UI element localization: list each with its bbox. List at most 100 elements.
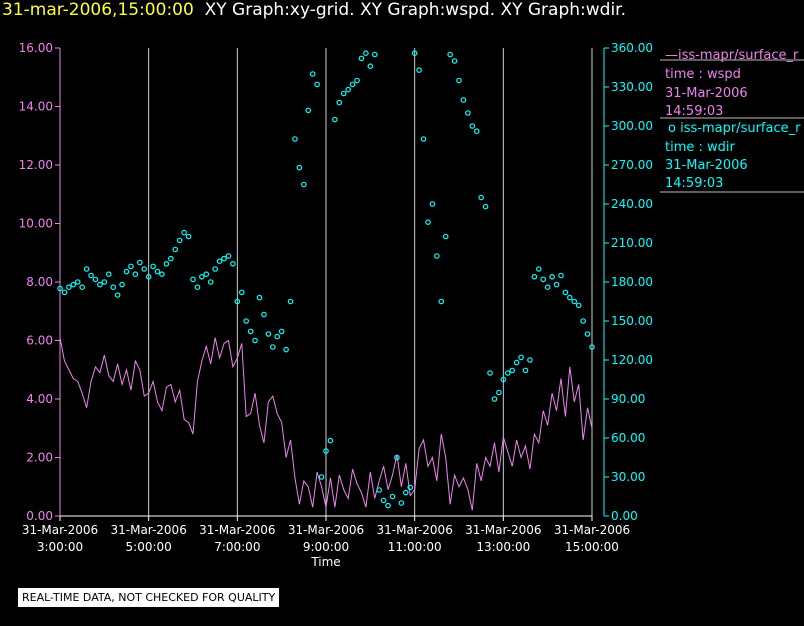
right-tick-label: 90.00 — [611, 392, 645, 406]
legend-wdir-marker: o — [668, 121, 676, 136]
wdir-point — [247, 328, 254, 335]
wdir-point — [527, 357, 533, 363]
wdir-point — [269, 344, 276, 350]
wdir-point — [363, 50, 369, 57]
wdir-point — [465, 110, 471, 116]
title-graph-names: XY Graph:xy-grid. XY Graph:wspd. XY Grap… — [204, 0, 627, 20]
wdir-point — [580, 318, 586, 324]
left-tick-label: 14.00 — [19, 100, 53, 114]
wdir-point — [154, 268, 161, 275]
x-tick-label-date: 31-Mar-2006 — [110, 523, 186, 537]
wdir-point — [168, 255, 174, 262]
wdir-point — [496, 389, 502, 396]
right-tick-label: 360.00 — [611, 41, 653, 55]
right-tick-label: 240.00 — [611, 197, 653, 211]
right-tick-label: 120.00 — [611, 353, 653, 367]
wdir-point — [584, 331, 591, 337]
x-tick-label-time: 7:00:00 — [214, 540, 260, 554]
x-tick-label-date: 31-Mar-2006 — [199, 523, 275, 537]
wdir-point — [176, 237, 183, 244]
x-axis-label: Time — [310, 555, 340, 569]
x-tick-label-time: 5:00:00 — [126, 540, 172, 554]
title-timestamp: 31-mar-2006,15:00:00 — [2, 0, 194, 20]
wdir-point — [101, 279, 108, 285]
wdir-point — [513, 359, 520, 366]
quality-disclaimer: REAL-TIME DATA, NOT CHECKED FOR QUALITY — [18, 588, 280, 607]
wdir-point — [411, 50, 418, 57]
wdir-point — [212, 266, 218, 272]
xy-plot: 31-Mar-2006 3:00:00 31-Mar-2006 5:00:00 31-M… — [19, 41, 804, 569]
x-tick-label-time: 9:00:00 — [303, 540, 349, 554]
wdir-point — [252, 337, 258, 344]
wdir-point — [323, 448, 329, 454]
wdir-point — [469, 123, 476, 129]
wdir-point — [509, 367, 516, 374]
wdir-point — [425, 219, 431, 226]
right-tick-label: 330.00 — [611, 80, 653, 94]
wdir-point — [456, 77, 462, 84]
x-tick-label-time: 11:00:00 — [388, 540, 442, 554]
wdir-point — [394, 454, 400, 461]
x-tick-label-date: 31-Mar-2006 — [376, 523, 452, 537]
legend-wdir-var: time : wdir — [665, 140, 735, 155]
wdir-point — [504, 370, 511, 376]
legend-wspd-var: time : wspd — [665, 67, 741, 82]
wdir-point — [283, 346, 289, 353]
legend-wdir-date: 31-Mar-2006 — [665, 158, 748, 173]
legend-wspd-time: 14:59:03 — [665, 104, 724, 119]
wdir-point — [460, 97, 467, 103]
wdir-point — [199, 273, 205, 280]
wdir-point — [137, 259, 143, 266]
x-tick-label-time: 3:00:00 — [37, 540, 83, 554]
wdir-point — [562, 289, 569, 296]
wdir-point — [473, 128, 480, 135]
graph-title: 31-mar-2006,15:00:00 XY Graph:xy-grid. X… — [2, 0, 626, 20]
wdir-point — [358, 55, 365, 62]
wdir-point — [416, 67, 422, 73]
wdir-point — [451, 58, 458, 64]
wdir-point — [256, 294, 263, 301]
wdir-point — [123, 268, 130, 275]
right-tick-label: 0.00 — [611, 509, 638, 523]
wdir-point — [66, 284, 72, 291]
wdir-point — [238, 289, 245, 296]
wdir-point — [438, 298, 445, 305]
x-tick-label-date: 31-Mar-2006 — [554, 523, 630, 537]
left-tick-label: 16.00 — [19, 41, 53, 55]
wdir-point — [553, 281, 560, 288]
x-tick-label-date: 31-Mar-2006 — [22, 523, 98, 537]
wspd-series-line — [59, 337, 593, 511]
left-tick-label: 12.00 — [19, 158, 53, 172]
wdir-point — [296, 164, 303, 171]
wdir-point — [385, 502, 391, 509]
wdir-point — [287, 298, 294, 305]
wdir-point — [150, 263, 156, 270]
wdir-point — [114, 292, 121, 298]
wdir-point — [119, 281, 125, 288]
wdir-point — [105, 271, 112, 278]
wdir-point — [535, 266, 542, 272]
legend-wspd: —iss-mapr/surface_r — [665, 48, 798, 63]
x-tick-label-time: 15:00:00 — [565, 540, 619, 554]
wdir-point — [185, 233, 192, 240]
legend-wdir-source: iss-mapr/surface_r — [680, 121, 801, 136]
wdir-point — [340, 90, 347, 97]
wdir-point — [434, 253, 440, 259]
wdir-point — [309, 71, 316, 77]
wdir-point — [225, 253, 232, 259]
wdir-point — [389, 493, 396, 500]
wdir-point — [141, 266, 148, 272]
wdir-point — [487, 370, 493, 376]
left-tick-label: 10.00 — [19, 217, 53, 231]
wdir-point — [70, 281, 77, 288]
wdir-point — [61, 289, 68, 296]
wdir-point — [110, 284, 117, 291]
x-tick-label-date: 31-Mar-2006 — [288, 523, 364, 537]
wdir-point — [442, 233, 449, 240]
wdir-point — [544, 284, 551, 291]
left-tick-label: 2.00 — [26, 451, 53, 465]
wdir-point — [145, 273, 152, 280]
right-tick-label: 60.00 — [611, 431, 645, 445]
right-tick-label: 210.00 — [611, 236, 653, 250]
wdir-point — [274, 333, 281, 340]
